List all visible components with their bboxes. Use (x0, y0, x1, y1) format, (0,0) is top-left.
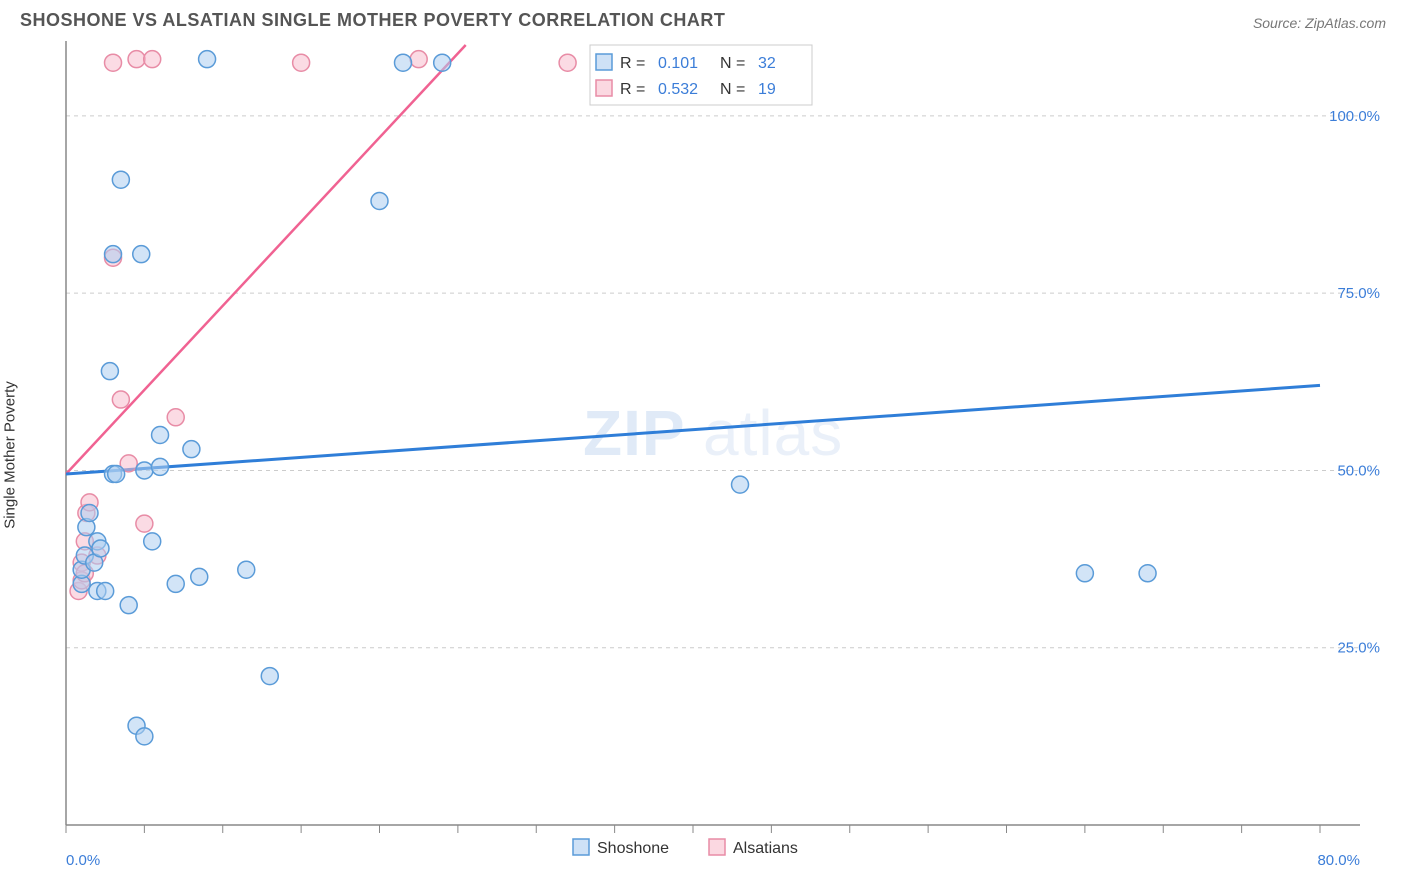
data-point (261, 668, 278, 685)
legend-swatch (573, 839, 589, 855)
data-point (293, 54, 310, 71)
legend-series-label: Alsatians (733, 840, 798, 857)
legend-r-label: R = (620, 55, 645, 72)
data-point (152, 458, 169, 475)
data-point (136, 728, 153, 745)
data-point (144, 51, 161, 68)
data-point (112, 391, 129, 408)
data-point (136, 462, 153, 479)
data-point (105, 246, 122, 263)
chart-area: Single Mother Poverty ZIPatlas25.0%50.0%… (20, 35, 1386, 875)
data-point (395, 54, 412, 71)
data-point (97, 583, 114, 600)
y-tick-label: 75.0% (1337, 285, 1380, 302)
legend-r-label: R = (620, 81, 645, 98)
data-point (371, 193, 388, 210)
data-point (92, 540, 109, 557)
data-point (191, 568, 208, 585)
legend-r-value: 0.532 (658, 81, 698, 98)
chart-title: SHOSHONE VS ALSATIAN SINGLE MOTHER POVER… (20, 10, 725, 31)
data-point (732, 476, 749, 493)
data-point (1139, 565, 1156, 582)
scatter-chart: ZIPatlas25.0%50.0%75.0%100.0%0.0%80.0%R … (20, 35, 1386, 875)
legend-swatch (596, 80, 612, 96)
data-point (434, 54, 451, 71)
legend-series-label: Shoshone (597, 840, 669, 857)
data-point (167, 575, 184, 592)
data-point (120, 597, 137, 614)
x-tick-label: 0.0% (66, 852, 100, 869)
chart-header: SHOSHONE VS ALSATIAN SINGLE MOTHER POVER… (0, 0, 1406, 35)
data-point (133, 246, 150, 263)
legend-r-value: 0.101 (658, 55, 698, 72)
y-axis-label: Single Mother Poverty (2, 381, 19, 529)
data-point (81, 505, 98, 522)
data-point (108, 466, 125, 483)
data-point (144, 533, 161, 550)
data-point (101, 363, 118, 380)
legend-swatch (596, 54, 612, 70)
legend-swatch (709, 839, 725, 855)
trend-line (66, 385, 1320, 474)
legend-n-value: 32 (758, 55, 776, 72)
data-point (105, 54, 122, 71)
watermark-icon: atlas (703, 397, 843, 469)
legend-n-label: N = (720, 55, 745, 72)
data-point (152, 427, 169, 444)
y-tick-label: 25.0% (1337, 640, 1380, 657)
data-point (183, 441, 200, 458)
data-point (128, 51, 145, 68)
y-tick-label: 50.0% (1337, 462, 1380, 479)
y-tick-label: 100.0% (1329, 108, 1380, 125)
legend-n-label: N = (720, 81, 745, 98)
data-point (199, 51, 216, 68)
chart-source: Source: ZipAtlas.com (1253, 15, 1386, 31)
trend-line (66, 45, 466, 474)
data-point (167, 409, 184, 426)
data-point (112, 171, 129, 188)
data-point (136, 515, 153, 532)
data-point (559, 54, 576, 71)
data-point (1076, 565, 1093, 582)
data-point (238, 561, 255, 578)
data-point (410, 51, 427, 68)
x-tick-label: 80.0% (1317, 852, 1360, 869)
legend-n-value: 19 (758, 81, 776, 98)
